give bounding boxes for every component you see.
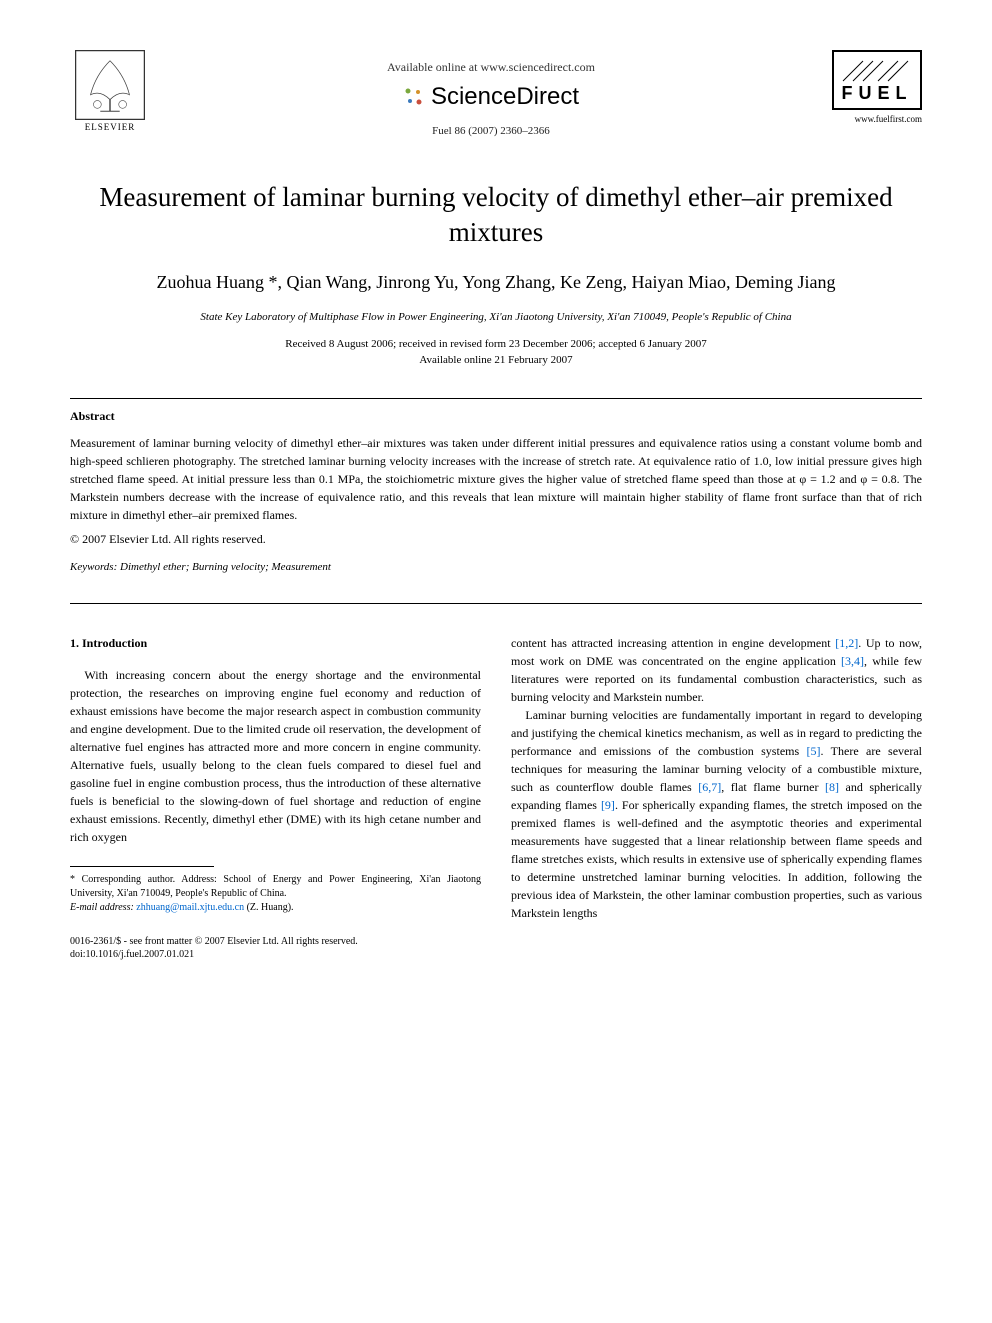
ref-link-6-7[interactable]: [6,7] — [698, 780, 721, 794]
email-line: E-mail address: zhhuang@mail.xjtu.edu.cn… — [70, 901, 481, 915]
email-suffix: (Z. Huang). — [244, 902, 293, 913]
affiliation: State Key Laboratory of Multiphase Flow … — [70, 311, 922, 323]
intro-para-2: Laminar burning velocities are fundament… — [511, 706, 922, 922]
sciencedirect-icon — [403, 86, 425, 108]
keywords: Keywords: Dimethyl ether; Burning veloci… — [70, 561, 922, 573]
article-dates: Received 8 August 2006; received in revi… — [70, 337, 922, 368]
p2c: , flat flame burner — [721, 780, 825, 794]
intro-para-1-cont: content has attracted increasing attenti… — [511, 634, 922, 706]
journal-reference: Fuel 86 (2007) 2360–2366 — [150, 125, 832, 137]
ref-link-8[interactable]: [8] — [825, 780, 839, 794]
email-link[interactable]: zhhuang@mail.xjtu.edu.cn — [136, 902, 244, 913]
footnote-separator — [70, 866, 214, 867]
abstract-heading: Abstract — [70, 409, 922, 424]
ref-link-1-2[interactable]: [1,2] — [835, 636, 858, 650]
section-1-heading: 1. Introduction — [70, 634, 481, 652]
bottom-publication-info: 0016-2361/$ - see front matter © 2007 El… — [70, 935, 481, 961]
authors: Zuohua Huang *, Qian Wang, Jinrong Yu, Y… — [70, 270, 922, 295]
elsevier-logo: ELSEVIER — [70, 50, 150, 140]
divider — [70, 603, 922, 604]
elsevier-tree-icon — [75, 50, 145, 120]
two-column-body: 1. Introduction With increasing concern … — [70, 634, 922, 961]
sciencedirect-logo: ScienceDirect — [150, 83, 832, 111]
fuel-logo-graphic — [838, 56, 920, 86]
corresponding-author-footnote: * Corresponding author. Address: School … — [70, 873, 481, 915]
sciencedirect-text: ScienceDirect — [431, 83, 579, 111]
fuel-url: www.fuelfirst.com — [832, 114, 922, 124]
keywords-label: Keywords: — [70, 561, 117, 573]
elsevier-label: ELSEVIER — [85, 122, 136, 132]
abstract-body: Measurement of laminar burning velocity … — [70, 434, 922, 524]
doi-line: doi:10.1016/j.fuel.2007.01.021 — [70, 948, 481, 961]
abstract-copyright: © 2007 Elsevier Ltd. All rights reserved… — [70, 532, 922, 547]
left-column: 1. Introduction With increasing concern … — [70, 634, 481, 961]
right-column: content has attracted increasing attenti… — [511, 634, 922, 961]
ref-link-5[interactable]: [5] — [807, 744, 821, 758]
article-title: Measurement of laminar burning velocity … — [70, 180, 922, 250]
p1a: content has attracted increasing attenti… — [511, 636, 835, 650]
email-label: E-mail address: — [70, 902, 134, 913]
issn-line: 0016-2361/$ - see front matter © 2007 El… — [70, 935, 481, 948]
ref-link-3-4[interactable]: [3,4] — [841, 654, 864, 668]
abstract-text: Measurement of laminar burning velocity … — [70, 436, 922, 522]
corr-author-text: * Corresponding author. Address: School … — [70, 873, 481, 901]
divider — [70, 398, 922, 399]
keywords-text: Dimethyl ether; Burning velocity; Measur… — [117, 561, 331, 573]
received-date: Received 8 August 2006; received in revi… — [70, 337, 922, 352]
available-date: Available online 21 February 2007 — [70, 353, 922, 368]
p2e: . For spherically expanding flames, the … — [511, 798, 922, 920]
fuel-logo: FUEL — [832, 50, 922, 110]
available-online-text: Available online at www.sciencedirect.co… — [150, 60, 832, 75]
fuel-logo-text: FUEL — [842, 83, 913, 104]
ref-link-9[interactable]: [9] — [601, 798, 615, 812]
intro-para-1: With increasing concern about the energy… — [70, 666, 481, 846]
fuel-logo-block: FUEL www.fuelfirst.com — [832, 50, 922, 124]
header-row: ELSEVIER Available online at www.science… — [70, 50, 922, 140]
center-header: Available online at www.sciencedirect.co… — [150, 50, 832, 137]
